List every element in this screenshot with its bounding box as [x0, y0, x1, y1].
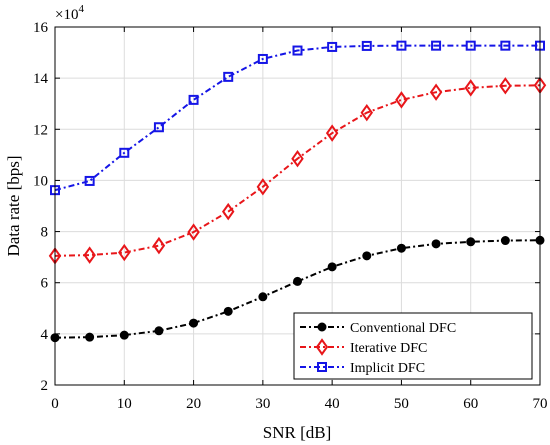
y-tick-label: 6 — [41, 276, 49, 292]
data-point — [188, 94, 199, 105]
grid — [54, 26, 541, 386]
data-point — [466, 237, 476, 247]
legend-marker — [315, 338, 329, 356]
y-scale-exponent: 4 — [78, 3, 84, 15]
data-point — [154, 326, 164, 336]
data-point — [152, 236, 166, 255]
data-point — [362, 251, 372, 261]
data-point — [291, 149, 304, 168]
x-axis-label: SNR [dB] — [263, 423, 331, 442]
data-point — [431, 40, 442, 51]
data-point — [258, 292, 268, 302]
y-tick-label: 16 — [33, 20, 49, 36]
y-tick-label: 12 — [33, 122, 48, 138]
data-point — [256, 178, 270, 196]
legend-label: Conventional DFC — [350, 321, 456, 336]
x-tick-label: 60 — [463, 396, 478, 412]
x-tick-label: 10 — [117, 396, 132, 412]
y-scale-base: ×10 — [55, 7, 78, 23]
series-1 — [48, 76, 547, 265]
data-point — [223, 71, 234, 82]
legend-entries: Conventional DFC Iterative DFC Implicit DF… — [300, 321, 456, 376]
data-point — [83, 246, 96, 264]
legend-entry: Implicit DFC — [300, 361, 425, 376]
data-point — [293, 276, 302, 286]
data-point — [396, 40, 407, 51]
legend-entry: Iterative DFC — [300, 338, 427, 356]
data-point — [189, 318, 199, 328]
series-0 — [50, 235, 545, 343]
series-line — [54, 239, 541, 339]
data-point — [85, 332, 95, 342]
data-point — [499, 77, 512, 95]
y-tick-label: 8 — [41, 225, 49, 241]
series-2 — [50, 40, 545, 196]
x-tick-label: 30 — [255, 396, 270, 412]
x-tick-label: 0 — [51, 396, 59, 412]
x-tick-label: 40 — [325, 396, 340, 412]
legend-label: Implicit DFC — [350, 361, 425, 376]
data-point — [187, 223, 200, 241]
legend-marker — [317, 322, 327, 332]
data-point — [500, 40, 511, 51]
data-point — [118, 243, 131, 262]
data-point — [429, 83, 443, 101]
data-point — [395, 91, 408, 109]
x-tick-label: 70 — [533, 396, 548, 412]
y-tick-label: 2 — [41, 378, 49, 394]
legend-label: Iterative DFC — [350, 341, 427, 356]
data-point — [396, 243, 406, 253]
data-point — [327, 262, 337, 272]
legend-marker — [317, 362, 327, 372]
data-point — [221, 202, 235, 221]
data-point — [153, 122, 164, 133]
y-tick-label: 14 — [33, 71, 49, 87]
data-point — [327, 41, 338, 52]
y-scale-multiplier: ×104 — [55, 3, 84, 23]
data-point — [431, 239, 441, 249]
axis-ticks — [54, 26, 541, 386]
y-tick-label: 4 — [41, 327, 49, 343]
y-tick-label: 10 — [33, 173, 48, 189]
data-point — [257, 53, 268, 64]
data-point — [465, 40, 476, 51]
data-point — [464, 79, 477, 97]
data-point — [325, 124, 339, 142]
data-point — [119, 147, 130, 158]
legend: Conventional DFC Iterative DFC Implicit DF… — [293, 312, 533, 380]
data-point — [360, 103, 374, 122]
series-layer — [48, 40, 547, 343]
data-point — [292, 45, 303, 56]
x-tick-label: 50 — [394, 396, 409, 412]
series-line — [54, 44, 540, 192]
y-axis-label: Data rate [bps] — [4, 155, 23, 256]
legend-entry: Conventional DFC — [300, 321, 456, 336]
x-tick-label: 20 — [186, 396, 201, 412]
data-point — [223, 306, 233, 316]
series-line — [54, 84, 541, 257]
data-point — [84, 175, 95, 186]
data-point — [361, 40, 372, 51]
data-point — [119, 330, 129, 340]
plot-frame — [54, 26, 541, 386]
tick-labels: 0 10 20 30 40 50 60 70 2 4 6 8 10 12 14 16 — [33, 20, 548, 412]
data-point — [500, 236, 510, 246]
